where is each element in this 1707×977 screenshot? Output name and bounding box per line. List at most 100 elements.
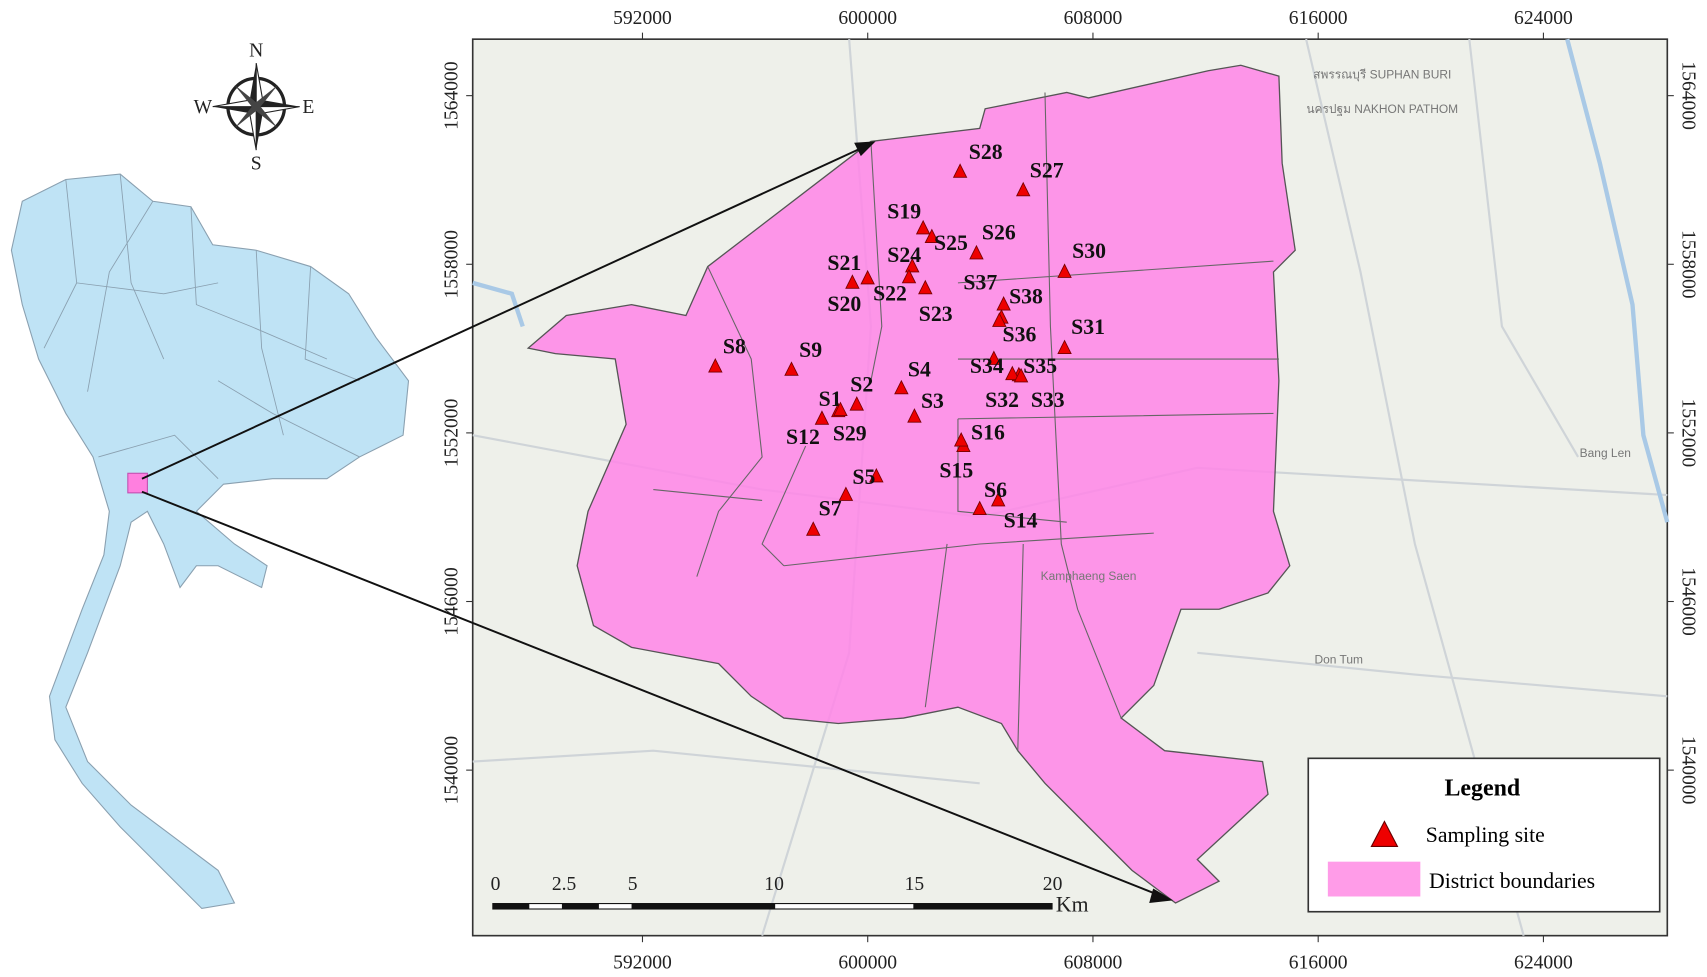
site-label: S7 — [819, 497, 842, 521]
site-label: S31 — [1071, 315, 1105, 339]
site-label: S22 — [873, 281, 907, 305]
x-tick-label: 592000 — [613, 8, 672, 29]
y-tick-label: 1564000 — [441, 61, 462, 130]
x-tick-label: 608000 — [1064, 952, 1123, 973]
scale-unit: Km — [1056, 893, 1089, 917]
sampling-site — [915, 219, 931, 235]
sampling-site — [986, 350, 1002, 365]
sampling-site — [1057, 263, 1072, 278]
site-label: S28 — [969, 140, 1003, 164]
y-tick-label: 1552000 — [441, 398, 462, 467]
sampling-site — [833, 401, 848, 417]
basemap-label: Kamphaeng Saen — [1041, 569, 1137, 583]
y-tick-label: 1552000 — [1678, 399, 1699, 468]
basemap-label: Don Tum — [1314, 653, 1363, 667]
site-label: S27 — [1030, 158, 1064, 182]
compass-rose — [212, 63, 300, 151]
sampling-site — [784, 361, 799, 376]
sampling-site — [905, 257, 920, 273]
x-tick-label: 624000 — [1514, 952, 1573, 973]
sampling-site — [838, 486, 854, 501]
sampling-site — [894, 379, 909, 395]
x-tick-label: 616000 — [1289, 8, 1348, 29]
x-tick-label: 600000 — [838, 952, 897, 973]
basemap-label: Bang Len — [1580, 446, 1631, 460]
scale-label: 2.5 — [552, 874, 577, 895]
legend-triangle — [1370, 820, 1399, 847]
site-label: S29 — [833, 422, 867, 446]
sampling-site — [1057, 339, 1072, 355]
sampling-site — [708, 358, 723, 373]
y-tick-label: 1540000 — [441, 736, 462, 805]
y-tick-label: 1540000 — [1678, 736, 1699, 805]
sampling-site — [907, 408, 922, 423]
sampling-site — [918, 279, 933, 295]
sampling-site — [972, 500, 987, 516]
sampling-site — [953, 432, 969, 447]
sampling-site — [869, 467, 884, 483]
site-label: S20 — [827, 292, 861, 316]
site-label: S26 — [982, 220, 1016, 244]
scale-label: 15 — [905, 874, 925, 895]
y-tick-label: 1564000 — [1678, 61, 1699, 130]
legend-item: Sampling site — [1426, 823, 1545, 847]
district-inner-lines — [653, 92, 1279, 751]
sampling-site — [860, 269, 875, 285]
x-tick-label: 592000 — [613, 952, 672, 973]
y-tick-label: 1546000 — [1678, 567, 1699, 636]
site-label: S1 — [819, 387, 842, 411]
scale-label: 20 — [1043, 874, 1063, 895]
site-label: S24 — [887, 243, 921, 267]
site-label: S19 — [887, 200, 921, 224]
site-label: S30 — [1072, 239, 1106, 263]
site-label: S5 — [852, 465, 875, 489]
basemap-river — [472, 38, 1670, 523]
site-label: S38 — [1009, 285, 1043, 309]
site-label: S36 — [1003, 323, 1037, 347]
basemap-label: นครปฐม NAKHON PATHOM — [1306, 102, 1458, 116]
sampling-site — [1005, 365, 1020, 381]
scale-bar — [492, 903, 1053, 910]
y-tick-label: 1558000 — [1678, 230, 1699, 299]
sampling-site — [992, 312, 1007, 327]
site-label: S33 — [1031, 388, 1065, 412]
site-label: S12 — [786, 425, 820, 449]
compass-e: E — [302, 97, 314, 118]
site-label: S2 — [850, 373, 873, 397]
thailand-provinces — [43, 174, 360, 480]
thailand-outline — [10, 173, 410, 910]
y-tick-label: 1546000 — [441, 567, 462, 636]
sampling-site — [924, 228, 940, 244]
site-label: S14 — [1004, 509, 1038, 533]
basemap-label: สพรรณบุรี SUPHAN BURI — [1313, 67, 1451, 81]
sampling-site — [996, 296, 1011, 311]
site-label: S21 — [827, 251, 861, 275]
site-label: S25 — [934, 231, 968, 255]
y-tick-label: 1558000 — [441, 230, 462, 299]
x-tick-label: 624000 — [1514, 8, 1573, 29]
site-label: S16 — [971, 421, 1005, 445]
site-label: S8 — [723, 335, 746, 359]
district-boundaries — [526, 64, 1296, 904]
sampling-site — [901, 268, 917, 284]
scale-label: 5 — [628, 874, 638, 895]
legend-title: Legend — [1444, 775, 1520, 801]
legend-swatch — [1327, 861, 1421, 897]
sampling-site — [969, 244, 984, 260]
scale-label: 0 — [491, 874, 501, 895]
site-label: S15 — [939, 459, 973, 483]
compass-n: N — [249, 41, 263, 62]
compass-w: W — [194, 97, 213, 118]
study-area-highlight — [127, 472, 148, 494]
site-label: S9 — [799, 338, 822, 362]
sampling-site — [849, 396, 864, 411]
site-label: S4 — [908, 357, 931, 381]
sampling-site — [952, 163, 968, 178]
site-label: S3 — [921, 389, 944, 413]
x-tick-label: 616000 — [1289, 952, 1348, 973]
x-tick-label: 600000 — [838, 8, 897, 29]
site-label: S34 — [970, 354, 1004, 378]
legend-item: District boundaries — [1429, 869, 1595, 893]
sampling-site — [1015, 181, 1031, 197]
